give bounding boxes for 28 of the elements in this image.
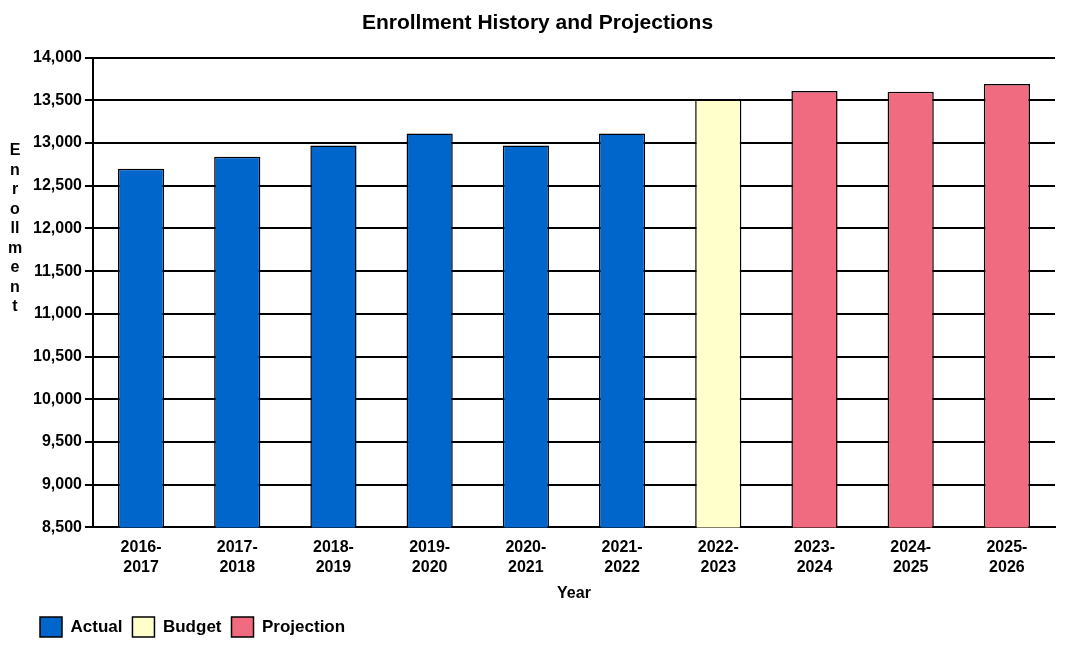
x-tick-label: 2017-2018 <box>216 538 258 575</box>
y-tick-label: 12,000 <box>33 218 83 236</box>
x-tick-label: 2024-2025 <box>890 538 932 575</box>
y-tick-label: 11,500 <box>33 261 83 279</box>
x-tick-label: 2023-2024 <box>794 538 835 575</box>
text: Enrollment <box>8 141 23 314</box>
x-tick-label: 2018-2019 <box>312 538 354 575</box>
y-tick-label: 13,000 <box>33 133 83 151</box>
x-tick-label: 2022-2023 <box>697 538 739 575</box>
y-tick-label: 14,000 <box>33 48 83 66</box>
legend-label: Actual <box>70 616 123 636</box>
legend-label: Projection <box>262 616 346 636</box>
x-tick-label: 2025-2026 <box>986 538 1028 575</box>
chart-title: Enrollment History and Projections <box>360 10 715 34</box>
y-tick-label: 12,500 <box>33 176 83 194</box>
y-tick-label: 8,500 <box>41 517 83 535</box>
y-tick-label: 13,500 <box>33 90 83 108</box>
x-tick-label: 2016-2017 <box>120 538 162 575</box>
y-tick-label: 11,000 <box>33 304 83 322</box>
x-tick-label: 2019-2020 <box>409 538 451 575</box>
x-tick-label: 2020-2021 <box>505 538 547 575</box>
y-tick-label: 9,500 <box>41 432 83 450</box>
x-tick-label: 2021-2022 <box>601 538 643 575</box>
y-tick-label: 10,500 <box>33 346 83 364</box>
y-tick-label: 10,000 <box>33 389 83 407</box>
x-axis-title: Year <box>557 583 591 601</box>
y-tick-label: 9,000 <box>41 475 83 493</box>
legend-label: Budget <box>162 616 222 636</box>
